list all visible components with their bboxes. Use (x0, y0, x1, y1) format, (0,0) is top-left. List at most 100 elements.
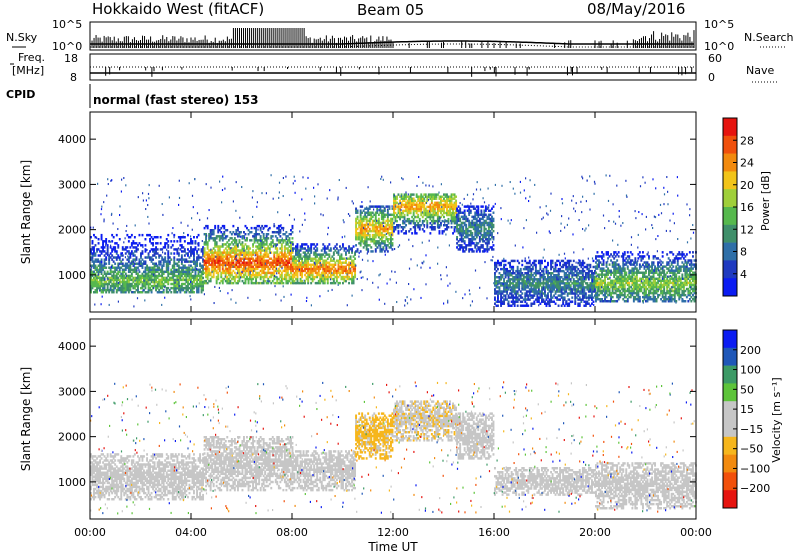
heatmap-cell (554, 296, 557, 299)
heatmap-cell (356, 211, 359, 214)
heatmap-cell (516, 276, 519, 279)
heatmap-cell (200, 291, 203, 294)
heatmap-cell (176, 258, 179, 261)
heatmap-cell (271, 265, 274, 269)
heatmap-cell (424, 217, 427, 221)
heatmap-cell (399, 199, 402, 203)
heatmap-cell (295, 247, 297, 250)
heatmap-cell (409, 222, 412, 225)
heatmap-cell (449, 209, 452, 213)
heatmap-cell (191, 286, 194, 290)
heatmap-cell (253, 241, 256, 244)
heatmap-cell (237, 261, 239, 264)
heatmap-cell (292, 247, 294, 250)
heatmap-cell (525, 274, 528, 277)
heatmap-cell (386, 244, 389, 247)
heatmap-cell (159, 280, 162, 284)
heatmap-cell (246, 261, 248, 264)
heatmap-cell (472, 227, 475, 231)
heatmap-cell (362, 246, 365, 249)
heatmap-cell (237, 265, 239, 269)
heatmap-cell (177, 288, 180, 292)
heatmap-cell (203, 226, 206, 230)
heatmap-cell (214, 261, 217, 264)
heatmap-cell (569, 267, 572, 271)
heatmap-cell (314, 251, 317, 254)
heatmap-cell (349, 263, 352, 267)
heatmap-cell (477, 231, 480, 235)
heatmap-cell (361, 219, 364, 223)
heatmap-cell (168, 278, 171, 282)
heatmap-cell (320, 265, 323, 269)
heatmap-cell (137, 280, 139, 284)
heatmap-cell (311, 275, 314, 279)
heatmap-cell (411, 203, 414, 207)
heatmap-cell (270, 281, 273, 285)
heatmap-cell (177, 258, 180, 261)
heatmap-cell (152, 286, 155, 290)
heatmap-cell (256, 275, 259, 279)
heatmap-cell (299, 245, 302, 248)
heatmap-cell (298, 261, 301, 264)
heatmap-cell (446, 226, 448, 229)
heatmap-cell (559, 294, 562, 297)
heatmap-cell (553, 294, 556, 297)
heatmap-cell (238, 277, 241, 281)
heatmap-cell (408, 207, 411, 211)
heatmap-cell (100, 278, 103, 282)
heatmap-cell (550, 278, 553, 281)
heatmap-cell (215, 257, 218, 260)
heatmap-cell (394, 195, 397, 198)
heatmap-cell (255, 275, 258, 279)
heatmap-cell (206, 241, 209, 244)
heatmap-cell (240, 251, 242, 254)
heatmap-cell (97, 284, 100, 288)
heatmap-cell (380, 217, 383, 221)
heatmap-cell (135, 266, 138, 269)
heatmap-cell (111, 233, 114, 237)
heatmap-cell (304, 281, 307, 285)
heatmap-cell (147, 254, 150, 257)
heatmap-cell (286, 259, 289, 262)
heatmap-cell (415, 195, 418, 198)
heatmap-cell (276, 269, 279, 273)
heatmap-cell (359, 238, 362, 241)
heatmap-cell (452, 203, 455, 207)
heatmap-cell (563, 278, 566, 281)
heatmap-cell (444, 219, 447, 223)
heatmap-cell (247, 259, 250, 262)
heatmap-cell (359, 229, 362, 233)
heatmap-cell (356, 250, 359, 253)
heatmap-cell (190, 246, 192, 249)
heatmap-cell (143, 288, 145, 292)
heatmap-cell (365, 244, 368, 247)
heatmap-cell (323, 249, 326, 252)
heatmap-cell (108, 240, 111, 243)
heatmap-cell (462, 240, 465, 243)
heatmap-cell (326, 267, 329, 271)
heatmap-cell (521, 296, 524, 299)
heatmap-cell (509, 284, 512, 287)
heatmap-cell (183, 264, 186, 267)
heatmap-cell (105, 238, 108, 241)
heatmap-cell (158, 272, 161, 276)
heatmap-cell (510, 282, 513, 285)
heatmap-cell (405, 193, 408, 196)
heatmap-cell (521, 274, 524, 277)
heatmap-cell (475, 231, 478, 235)
heatmap-cell (569, 290, 572, 293)
heatmap-cell (462, 225, 465, 229)
heatmap-cell (447, 213, 450, 217)
heatmap-cell (246, 275, 248, 279)
heatmap-cell (268, 279, 271, 283)
heatmap-cell (553, 288, 556, 291)
heatmap-cell (534, 265, 537, 269)
heatmap-cell (550, 288, 553, 291)
heatmap-cell (235, 261, 238, 264)
heatmap-cell (255, 239, 258, 242)
heatmap-cell (539, 263, 542, 267)
heatmap-cell (342, 257, 344, 260)
heatmap-cell (423, 203, 426, 207)
heatmap-cell (253, 267, 256, 271)
heatmap-cell (233, 241, 236, 244)
